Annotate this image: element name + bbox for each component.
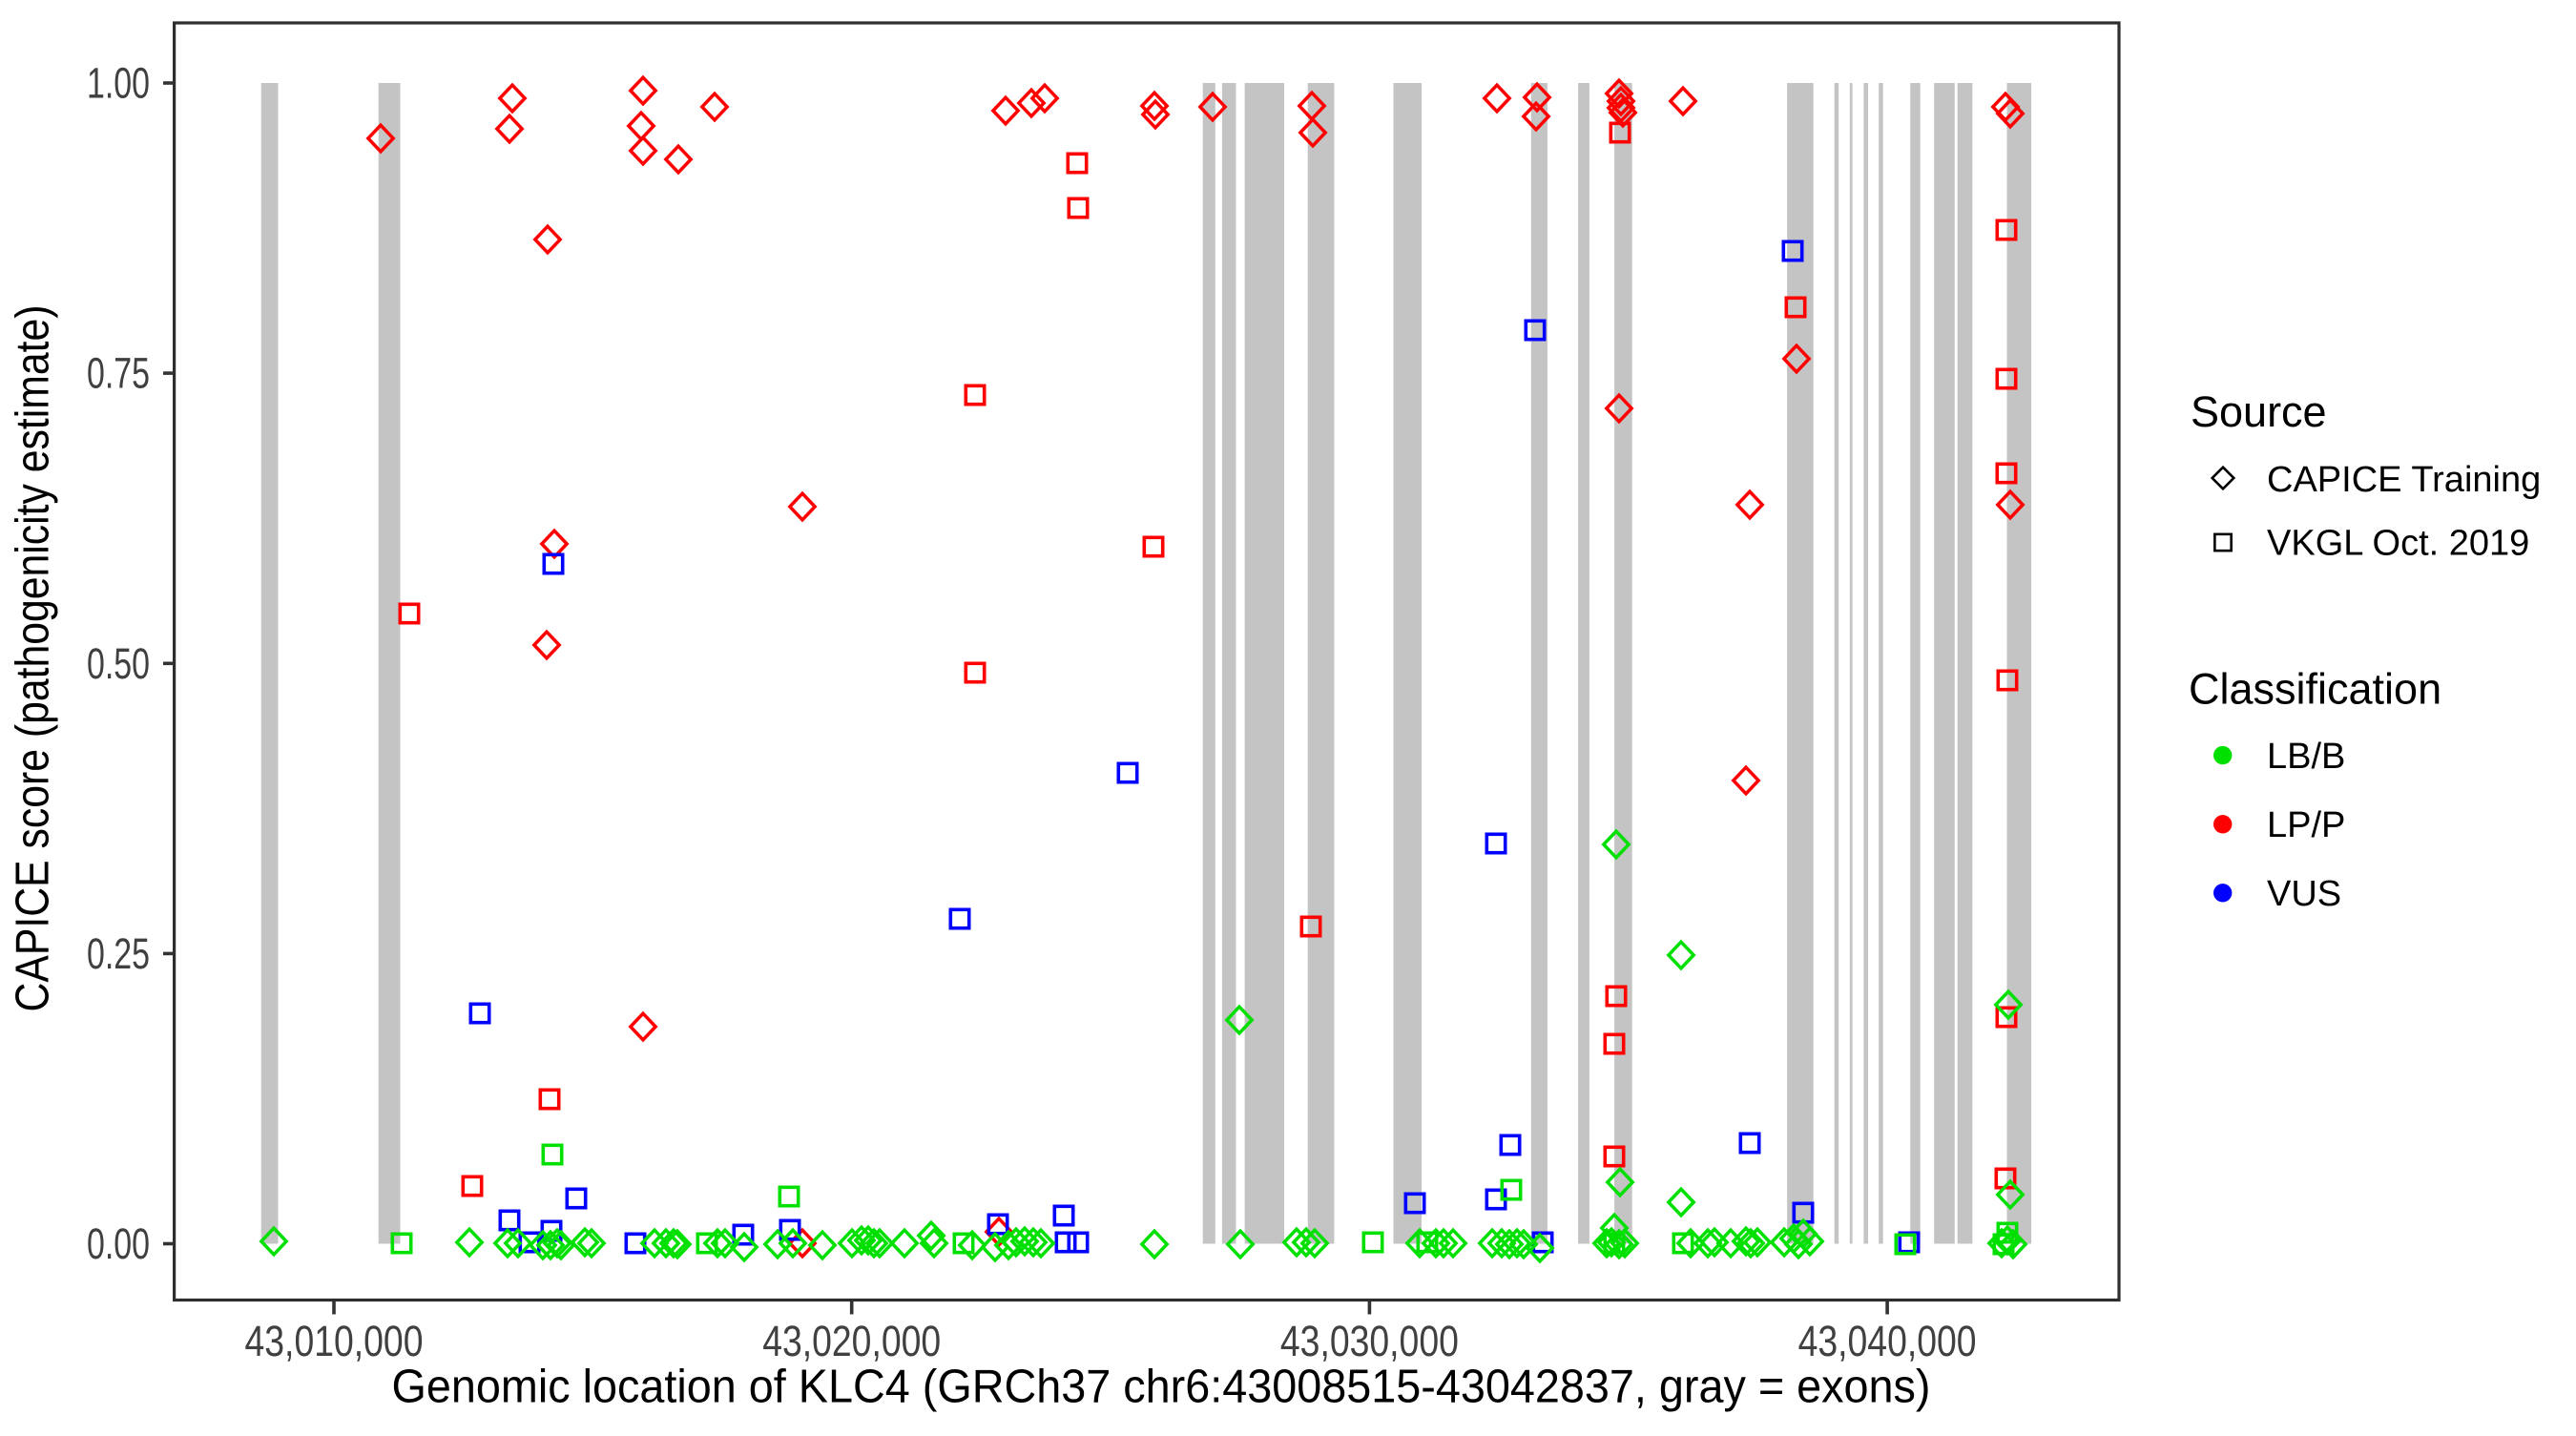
svg-text:Classification: Classification (2189, 665, 2441, 714)
svg-text:LP/P: LP/P (2267, 805, 2345, 845)
svg-text:0.50: 0.50 (87, 639, 150, 688)
svg-text:43,030,000: 43,030,000 (1280, 1317, 1459, 1365)
svg-text:VUS: VUS (2267, 874, 2341, 914)
svg-text:1.00: 1.00 (87, 59, 150, 108)
svg-text:CAPICE score (pathogenicity es: CAPICE score (pathogenicity estimate) (7, 305, 59, 1012)
svg-text:43,020,000: 43,020,000 (762, 1317, 941, 1365)
svg-text:43,040,000: 43,040,000 (1798, 1317, 1977, 1365)
svg-text:43,010,000: 43,010,000 (245, 1317, 424, 1365)
svg-text:Genomic location of KLC4 (GRCh: Genomic location of KLC4 (GRCh37 chr6:43… (392, 1361, 1931, 1413)
svg-text:0.25: 0.25 (87, 929, 150, 978)
svg-text:0.00: 0.00 (87, 1219, 150, 1268)
svg-text:Source: Source (2191, 387, 2327, 436)
svg-text:LB/B: LB/B (2267, 737, 2345, 777)
svg-text:VKGL Oct. 2019: VKGL Oct. 2019 (2267, 524, 2529, 564)
svg-text:CAPICE Training: CAPICE Training (2267, 460, 2541, 500)
svg-text:0.75: 0.75 (87, 349, 150, 398)
